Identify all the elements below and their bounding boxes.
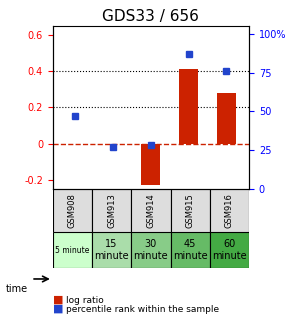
Text: GSM908: GSM908 — [68, 193, 77, 228]
FancyBboxPatch shape — [171, 189, 210, 232]
FancyBboxPatch shape — [53, 232, 92, 268]
Text: 60
minute: 60 minute — [212, 239, 247, 261]
FancyBboxPatch shape — [131, 232, 171, 268]
Text: ■: ■ — [53, 304, 63, 314]
Bar — [142, 144, 160, 185]
Text: GSM915: GSM915 — [186, 193, 195, 228]
Text: GSM913: GSM913 — [107, 193, 116, 228]
Text: 5 minute: 5 minute — [55, 246, 90, 255]
FancyBboxPatch shape — [131, 189, 171, 232]
Text: GSM916: GSM916 — [225, 193, 234, 228]
Text: 45
minute: 45 minute — [173, 239, 207, 261]
FancyBboxPatch shape — [53, 189, 92, 232]
Text: log ratio: log ratio — [66, 296, 104, 305]
Text: percentile rank within the sample: percentile rank within the sample — [66, 305, 219, 315]
Text: 30
minute: 30 minute — [134, 239, 168, 261]
Text: 15
minute: 15 minute — [94, 239, 129, 261]
FancyBboxPatch shape — [210, 232, 249, 268]
Text: GSM914: GSM914 — [146, 193, 155, 228]
Bar — [217, 93, 236, 144]
Text: ■: ■ — [53, 294, 63, 304]
FancyBboxPatch shape — [92, 232, 131, 268]
FancyBboxPatch shape — [92, 189, 131, 232]
FancyBboxPatch shape — [171, 232, 210, 268]
FancyBboxPatch shape — [210, 189, 249, 232]
Text: time: time — [6, 284, 28, 294]
Title: GDS33 / 656: GDS33 / 656 — [103, 9, 199, 24]
Bar — [179, 70, 198, 144]
